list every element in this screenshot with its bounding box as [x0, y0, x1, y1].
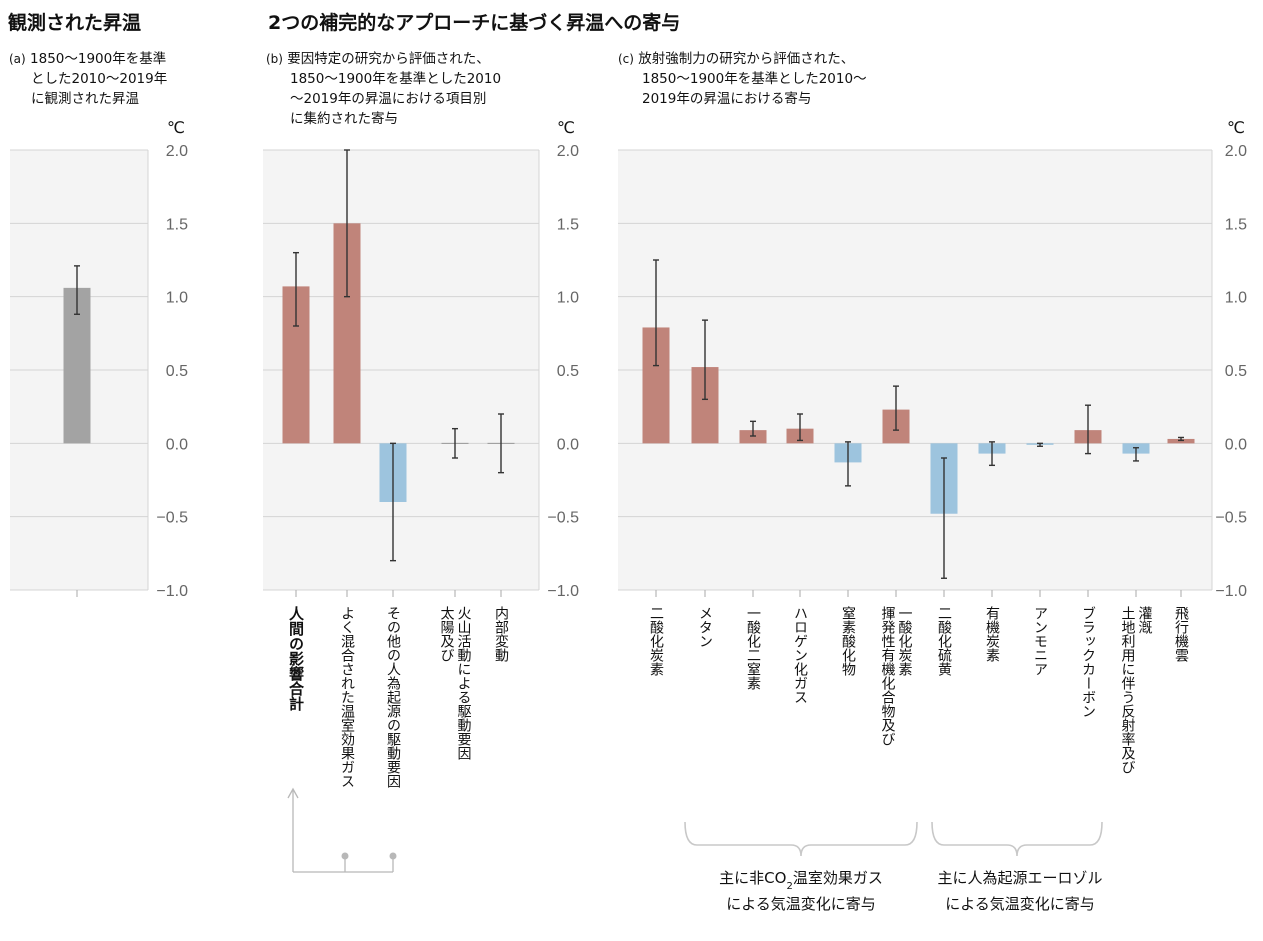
category-label: 有機炭素 — [984, 606, 1000, 662]
subtitle-b-line3: ～2019年の昇温における項目別 — [290, 91, 487, 107]
subtitle-c-line1: 放射強制力の研究から評価された、 — [638, 51, 855, 67]
connector-dot — [341, 852, 349, 860]
y-tick-label: −0.5 — [156, 510, 188, 527]
y-tick-label: −1.0 — [547, 583, 579, 600]
category-label: 一酸化炭素 — [897, 606, 913, 676]
bracket-ghg-label-line1: 主に非CO2温室効果ガス — [719, 869, 883, 892]
subtitle-a-line3: に観測された昇温 — [31, 91, 139, 107]
category-label: 揮発性有機化合物及び — [880, 606, 896, 746]
category-label: 太陽及び — [439, 606, 455, 662]
panel-c: 2.0 1.5 1.0 0.5 0.0 −0.5 −1.0 ℃ 二酸化炭素 メタン 一酸化二窒素 ハロ… — [618, 120, 1247, 774]
bracket-ghg-path — [684, 821, 918, 857]
category-label: 内部変動 — [493, 606, 509, 663]
category-label: 人間の影響合計 — [287, 606, 305, 712]
y-unit-label: ℃ — [1227, 120, 1245, 137]
y-tick-label: 1.5 — [557, 216, 579, 233]
category-label: 一酸化二窒素 — [745, 606, 761, 690]
y-tick-label: 0.5 — [1225, 363, 1247, 380]
y-tick-label: 2.0 — [166, 143, 188, 160]
y-tick-label: 2.0 — [1225, 143, 1247, 160]
y-tick-label: 0.5 — [166, 363, 188, 380]
bracket-ghg-label-line2: による気温変化に寄与 — [726, 895, 876, 913]
bracket-aerosol-label-line1: 主に人為起源エーロゾル — [937, 869, 1102, 887]
bracket-ghg-label-pre: 主に非 — [719, 869, 764, 887]
y-tick-label: 0.0 — [1225, 436, 1247, 453]
subtitle-a-tag: (a) — [9, 52, 26, 66]
subtitle-b-tag: (b) — [266, 52, 283, 66]
subtitle-a: (a) 1850～1900年を基準 とした2010～2019年 に観測された昇温 — [9, 49, 167, 109]
y-tick-label: 0.0 — [166, 436, 188, 453]
category-label: その他の人為起源の駆動要因 — [385, 606, 401, 788]
bracket-ghg-label-subscript: 2 — [786, 881, 792, 892]
category-label: 灌漑 — [1137, 606, 1153, 635]
subtitle-b-line2: 1850～1900年を基準とした2010 — [290, 71, 502, 87]
y-tick-label: 1.5 — [1225, 216, 1247, 233]
connector-dot — [389, 852, 397, 860]
y-tick-label: 2.0 — [557, 143, 579, 160]
y-tick-label: −0.5 — [547, 510, 579, 527]
title-observed: 観測された昇温 — [8, 12, 142, 34]
panel-a: 2.0 1.5 1.0 0.5 0.0 −0.5 −1.0 ℃ — [10, 120, 188, 600]
subtitle-b-line4: に集約された寄与 — [290, 111, 398, 127]
subtitle-b: (b) 要因特定の研究から評価された、 1850～1900年を基準とした2010… — [266, 49, 501, 129]
y-tick-label: −1.0 — [156, 583, 188, 600]
category-label: ブラックカーボン — [1080, 606, 1096, 718]
y-tick-label: 1.0 — [166, 290, 188, 307]
y-unit-label: ℃ — [557, 120, 575, 137]
category-label: 窒素酸化物 — [840, 605, 856, 677]
y-tick-label: 1.0 — [557, 290, 579, 307]
y-tick-label: 0.0 — [557, 436, 579, 453]
subtitle-a-line1: 1850～1900年を基準 — [30, 51, 167, 67]
arrow-head — [287, 787, 299, 799]
category-label: 二酸化硫黄 — [936, 606, 952, 676]
category-label: メタン — [697, 606, 713, 648]
bracket-aerosol-label-line2: による気温変化に寄与 — [945, 895, 1095, 913]
subtitle-c-line3: 2019年の昇温における寄与 — [642, 91, 812, 107]
category-label: 火山活動による駆動要因 — [456, 606, 472, 760]
bracket-aerosol-path — [931, 821, 1103, 857]
y-tick-label: −0.5 — [1215, 510, 1247, 527]
bracket-ghg — [684, 821, 918, 857]
y-tick-label: 1.0 — [1225, 290, 1247, 307]
bracket-ghg-label-co2: CO — [764, 869, 786, 887]
subtitle-a-line2: とした2010～2019年 — [31, 71, 168, 87]
y-tick-label: 0.5 — [557, 363, 579, 380]
category-label: アンモニア — [1032, 606, 1048, 676]
y-tick-label: −1.0 — [1215, 583, 1247, 600]
panel-b: 2.0 1.5 1.0 0.5 0.0 −0.5 −1.0 ℃ 人間の影響合計 よく混合された温室… — [263, 120, 579, 788]
bar — [739, 430, 767, 444]
category-label: ハロゲン化ガス — [792, 606, 808, 704]
bracket-aerosol — [931, 821, 1103, 857]
subtitle-c-line2: 1850～1900年を基準とした2010～ — [642, 71, 867, 87]
category-label: よく混合された温室効果ガス — [339, 606, 355, 788]
y-tick-label: 1.5 — [166, 216, 188, 233]
category-label: 飛行機雲 — [1173, 606, 1189, 662]
subtitle-b-line1: 要因特定の研究から評価された、 — [287, 51, 490, 67]
bar — [1167, 438, 1195, 444]
bracket-ghg-label-post: 温室効果ガス — [793, 869, 883, 887]
subtitle-c-tag: (c) — [618, 52, 634, 66]
title-main: 2つの補完的なアプローチに基づく昇温への寄与 — [268, 12, 681, 34]
category-label: 土地利用に伴う反射率及び — [1120, 606, 1136, 774]
category-label: 二酸化炭素 — [648, 606, 664, 676]
sum-connector — [287, 787, 397, 873]
y-unit-label: ℃ — [167, 120, 185, 137]
subtitle-c: (c) 放射強制力の研究から評価された、 1850～1900年を基準とした201… — [618, 49, 867, 109]
